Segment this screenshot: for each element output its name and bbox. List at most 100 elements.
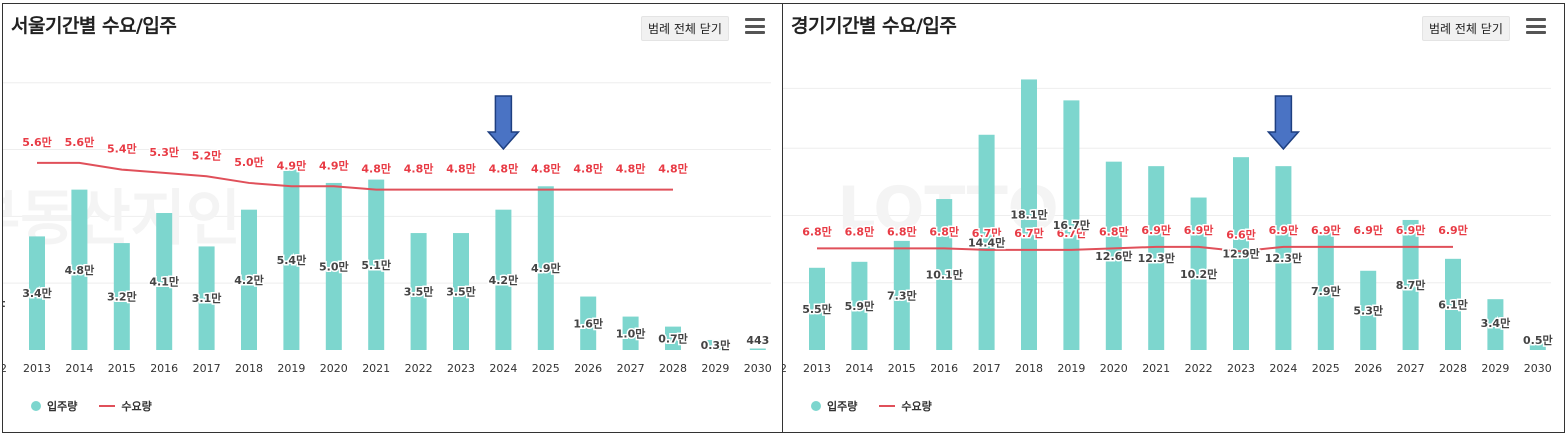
supply-bar bbox=[453, 233, 469, 350]
x-tick-label: 2015 bbox=[108, 362, 136, 375]
x-tick-label: 2014 bbox=[845, 362, 873, 375]
demand-data-label: 6.6만 bbox=[1226, 227, 1256, 241]
demand-data-label: 6.9만 bbox=[1396, 223, 1426, 237]
supply-data-label: 4.2만 bbox=[234, 273, 264, 287]
supply-data-label: 4.8만 bbox=[65, 263, 95, 277]
demand-data-label: 4.8만 bbox=[616, 162, 646, 176]
demand-legend-label[interactable]: 수요량 bbox=[121, 400, 152, 413]
supply-legend-dot-icon[interactable] bbox=[31, 401, 41, 411]
supply-data-label: 5.1만 bbox=[361, 258, 391, 272]
supply-data-label: 18.1만 bbox=[1010, 208, 1047, 222]
supply-bar bbox=[1275, 166, 1292, 350]
x-tick-label: 2017 bbox=[193, 362, 221, 375]
x-tick-label: 2030 bbox=[1524, 362, 1552, 375]
legend-close-all-button[interactable]: 범례 전체 닫기 bbox=[641, 16, 729, 41]
supply-bar bbox=[749, 348, 766, 350]
supply-data-label: 6.1만 bbox=[1438, 297, 1468, 311]
supply-legend-label[interactable]: 입주량 bbox=[47, 400, 78, 413]
supply-bar bbox=[893, 240, 910, 350]
supply-data-label: 4.1만 bbox=[149, 275, 179, 289]
supply-data-label: 5.5만 bbox=[802, 302, 832, 316]
hamburger-menu-icon[interactable] bbox=[1526, 18, 1546, 36]
supply-bar bbox=[1487, 299, 1504, 350]
x-tick-label: 2013 bbox=[23, 362, 51, 375]
supply-data-label: 0.5만 bbox=[1523, 333, 1553, 347]
down-arrow-icon bbox=[486, 95, 521, 151]
demand-legend-line-icon[interactable] bbox=[879, 405, 896, 407]
supply-data-label: 8.7만 bbox=[1396, 278, 1426, 292]
supply-bar bbox=[537, 186, 554, 350]
supply-bar bbox=[156, 213, 173, 350]
supply-data-label: 12.6만 bbox=[1095, 249, 1132, 263]
demand-data-label: 6.9만 bbox=[1311, 223, 1341, 237]
supply-bar bbox=[71, 189, 88, 350]
down-arrow-icon bbox=[1266, 95, 1301, 151]
supply-data-label: 10.2만 bbox=[1180, 267, 1217, 281]
supply-bar bbox=[1445, 258, 1461, 350]
x-tick-label: 2021 bbox=[362, 362, 390, 375]
x-tick-label: 2029 bbox=[701, 362, 729, 375]
supply-bar bbox=[368, 179, 385, 350]
supply-bar bbox=[936, 199, 953, 350]
supply-data-label: 12.3만 bbox=[1138, 251, 1175, 265]
x-tick-label: 2019 bbox=[1057, 362, 1085, 375]
supply-data-label: 16.7만 bbox=[1053, 218, 1090, 232]
supply-data-label: 1.0만 bbox=[616, 326, 646, 340]
x-tick-label: 2020 bbox=[320, 362, 348, 375]
demand-data-label: 5.4만 bbox=[107, 142, 137, 156]
chart-title: 서울기간별 수요/입주 bbox=[11, 15, 177, 37]
supply-data-label: 4.2만 bbox=[489, 273, 519, 287]
demand-data-label: 4.8만 bbox=[446, 162, 476, 176]
demand-data-label: 6.8만 bbox=[845, 224, 875, 238]
demand-data-label: 6.8만 bbox=[929, 224, 959, 238]
supply-bar bbox=[241, 209, 257, 350]
demand-data-label: 6.7만 bbox=[972, 226, 1002, 240]
supply-data-label: 0.3만 bbox=[701, 338, 731, 352]
supply-data-label: 7.3만 bbox=[887, 288, 917, 302]
demand-data-label: 6.7만 bbox=[1014, 226, 1044, 240]
supply-bar bbox=[809, 267, 825, 350]
supply-data-label: 3.4만 bbox=[1481, 316, 1511, 330]
x-tick-label: 2025 bbox=[532, 362, 560, 375]
supply-data-label: 12.9만 bbox=[1222, 247, 1259, 261]
supply-data-label: 1.6만 bbox=[573, 316, 603, 330]
supply-bar bbox=[1190, 197, 1207, 350]
x-tick-label: 2023 bbox=[1227, 362, 1255, 375]
supply-data-label: 7.9만 bbox=[1311, 284, 1341, 298]
supply-bar bbox=[1233, 157, 1249, 350]
supply-bar bbox=[1402, 219, 1419, 350]
demand-data-label: 4.8만 bbox=[404, 162, 434, 176]
demand-data-label: 4.8만 bbox=[658, 162, 688, 176]
supply-data-label: 4.9만 bbox=[531, 261, 561, 275]
supply-bar bbox=[707, 339, 724, 350]
supply-data-label: 3.5만 bbox=[404, 285, 434, 299]
legend: 입주량 수요량 bbox=[811, 398, 932, 414]
demand-data-label: 6.9만 bbox=[1141, 223, 1171, 237]
supply-bar bbox=[1063, 100, 1080, 351]
demand-data-label: 4.8만 bbox=[573, 162, 603, 176]
demand-legend-line-icon[interactable] bbox=[99, 405, 116, 407]
seoul-chart-panel: 서울기간별 수요/입주 범례 전체 닫기 부동산지인2t5.6만5.6만5.4만… bbox=[2, 3, 784, 433]
hamburger-menu-icon[interactable] bbox=[745, 18, 765, 36]
x-tick-label: 2024 bbox=[1269, 362, 1297, 375]
supply-legend-dot-icon[interactable] bbox=[811, 401, 821, 411]
demand-data-label: 4.8만 bbox=[531, 162, 561, 176]
seoul-chart: 부동산지인2t5.6만5.6만5.4만5.3만5.2만5.0만4.9만4.9만4… bbox=[3, 82, 772, 375]
x-tick-label: 2029 bbox=[1481, 362, 1509, 375]
demand-data-label: 6.9만 bbox=[1269, 223, 1299, 237]
supply-bar bbox=[495, 209, 512, 350]
supply-bar bbox=[29, 236, 45, 350]
demand-legend-label[interactable]: 수요량 bbox=[901, 400, 932, 413]
x-tick-label: 2021 bbox=[1142, 362, 1170, 375]
demand-data-label: 6.8만 bbox=[1099, 224, 1129, 238]
demand-data-label: 5.2만 bbox=[192, 148, 222, 162]
x-tick-label: 2026 bbox=[574, 362, 602, 375]
supply-legend-label[interactable]: 입주량 bbox=[827, 400, 858, 413]
demand-data-label: 5.3만 bbox=[149, 145, 179, 159]
x-tick-label: 2027 bbox=[1397, 362, 1425, 375]
supply-data-label: 5.4만 bbox=[277, 253, 307, 267]
legend-close-all-button[interactable]: 범례 전체 닫기 bbox=[1422, 16, 1510, 41]
x-tick-label: 2025 bbox=[1312, 362, 1340, 375]
demand-data-label: 5.6만 bbox=[22, 135, 52, 149]
x-tick-label: 2016 bbox=[150, 362, 178, 375]
